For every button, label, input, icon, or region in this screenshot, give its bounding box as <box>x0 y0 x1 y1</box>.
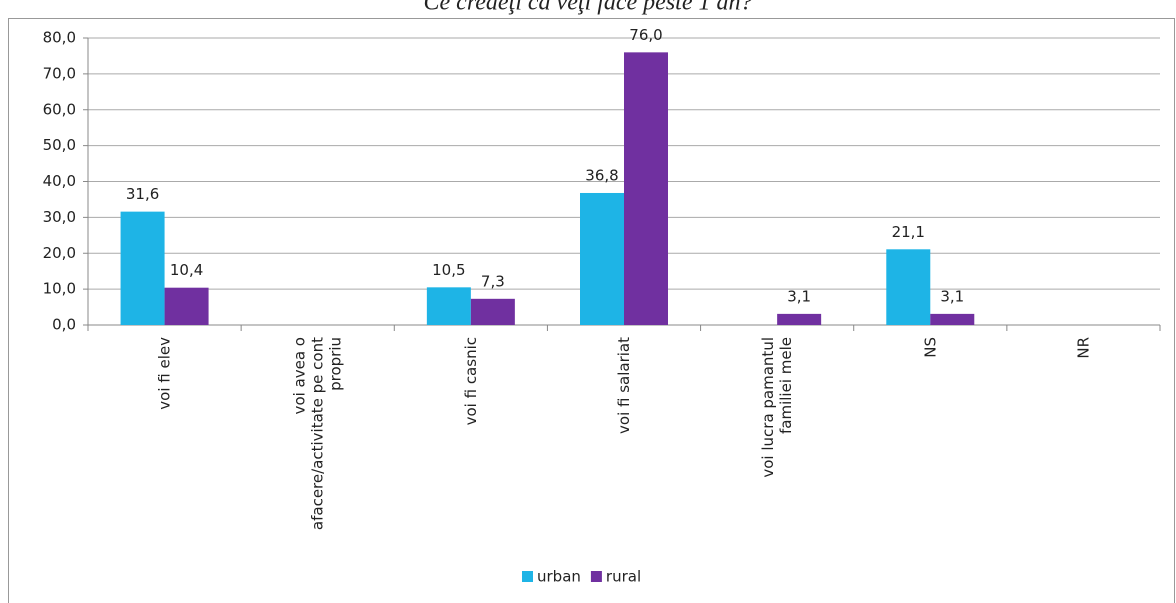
y-tick-label: 50,0 <box>43 136 76 154</box>
legend-swatch <box>590 571 602 582</box>
bar <box>624 52 668 325</box>
y-tick-label: 60,0 <box>43 100 76 118</box>
bar <box>120 211 165 325</box>
x-tick-label: voi fi casnic <box>461 337 479 425</box>
y-tick-label: 70,0 <box>43 64 76 82</box>
x-tick-label: voi fi elev <box>155 337 173 410</box>
bar <box>580 192 624 325</box>
chart-title: Ce credeţi ca veţi face peste 1 an? <box>424 0 753 16</box>
legend-swatch <box>522 571 533 582</box>
y-tick-label: 30,0 <box>43 208 76 226</box>
bar <box>930 313 975 325</box>
data-label: 3,1 <box>787 287 811 305</box>
y-tick-label: 40,0 <box>43 172 76 190</box>
data-label: 7,3 <box>481 272 505 290</box>
data-label: 10,4 <box>170 261 203 279</box>
x-tick-label: voi avea oafacere/activitate pe contprop… <box>290 337 344 530</box>
chart-frame <box>8 18 1175 603</box>
data-label: 3,1 <box>940 287 964 305</box>
data-label: 21,1 <box>892 223 925 241</box>
bar <box>164 287 209 325</box>
data-label: 76,0 <box>629 26 662 44</box>
x-tick-label: NR <box>1074 337 1092 359</box>
bar <box>470 298 515 325</box>
data-label: 36,8 <box>585 166 618 184</box>
data-label: 31,6 <box>126 185 159 203</box>
legend-label: urban <box>537 568 581 586</box>
bar <box>426 287 471 325</box>
x-tick-label: voi fi salariat <box>615 337 633 434</box>
y-tick-label: 80,0 <box>43 29 76 47</box>
x-tick-label: NS <box>921 337 939 358</box>
x-tick-label: voi lucra pamantulfamiliei mele <box>759 337 795 478</box>
y-tick-label: 0,0 <box>52 316 76 334</box>
y-tick-label: 10,0 <box>43 280 76 298</box>
y-tick-label: 20,0 <box>43 244 76 262</box>
bar <box>777 313 822 325</box>
legend-label: rural <box>606 568 641 586</box>
data-label: 10,5 <box>432 261 465 279</box>
bar <box>886 249 931 325</box>
